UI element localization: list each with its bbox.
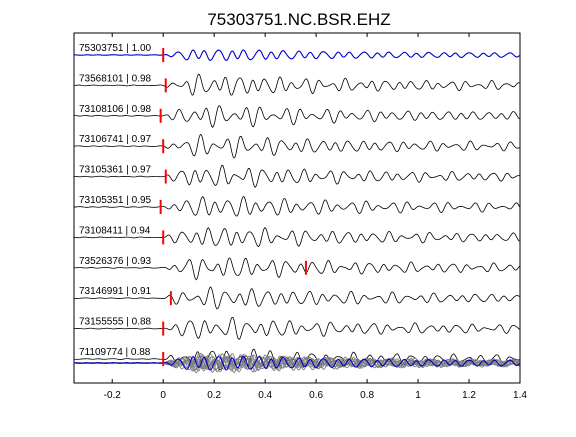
x-tick-label: 0.2 bbox=[207, 390, 221, 401]
trace-label: 73155555 | 0.88 bbox=[79, 317, 152, 328]
waveform-trace bbox=[73, 227, 520, 248]
waveform-trace bbox=[73, 316, 520, 341]
trace-label: 71109774 | 0.88 bbox=[79, 347, 151, 358]
chart-title: 75303751.NC.BSR.EHZ bbox=[207, 10, 390, 29]
x-axis: -0.2 0 0.2 0.4 0.6 0.8 1 1.2 1.4 bbox=[104, 33, 527, 401]
trace-label-group: 75303751 | 1.00 73568101 | 0.98 73108106 |… bbox=[79, 43, 152, 358]
x-tick-label: 0.8 bbox=[360, 390, 374, 401]
trace-label: 73146991 | 0.91 bbox=[79, 286, 152, 297]
waveform-trace bbox=[73, 105, 520, 128]
trace-label: 73108106 | 0.98 bbox=[79, 104, 152, 115]
x-tick-label: 1.2 bbox=[462, 390, 476, 401]
waveform-trace bbox=[73, 49, 520, 62]
trace-label: 73526376 | 0.93 bbox=[79, 256, 152, 267]
waveform-trace bbox=[73, 133, 520, 159]
x-tick-label: 1 bbox=[415, 390, 421, 401]
trace-group bbox=[73, 49, 520, 374]
trace-label: 73108411 | 0.94 bbox=[79, 225, 151, 236]
x-tick-label: 0.6 bbox=[309, 390, 323, 401]
waveform-trace bbox=[73, 73, 520, 96]
trace-label: 73568101 | 0.98 bbox=[79, 73, 152, 84]
trace-label: 73105351 | 0.95 bbox=[79, 195, 152, 206]
x-tick-label: 0.4 bbox=[258, 390, 272, 401]
x-tick-label: 1.4 bbox=[513, 390, 527, 401]
trace-label: 73106741 | 0.97 bbox=[79, 134, 152, 145]
stacked-trace bbox=[73, 355, 520, 371]
trace-label: 75303751 | 1.00 bbox=[79, 43, 152, 54]
pick-marker-group bbox=[159, 48, 307, 366]
x-tick-label: -0.2 bbox=[104, 390, 122, 401]
waveform-trace bbox=[73, 196, 520, 217]
trace-label: 73105361 | 0.97 bbox=[79, 165, 152, 176]
waveform-trace bbox=[73, 164, 520, 188]
plot-area bbox=[73, 32, 521, 384]
waveform-trace bbox=[73, 257, 520, 281]
x-tick-label: 0 bbox=[160, 390, 166, 401]
waveform-trace bbox=[73, 286, 520, 310]
